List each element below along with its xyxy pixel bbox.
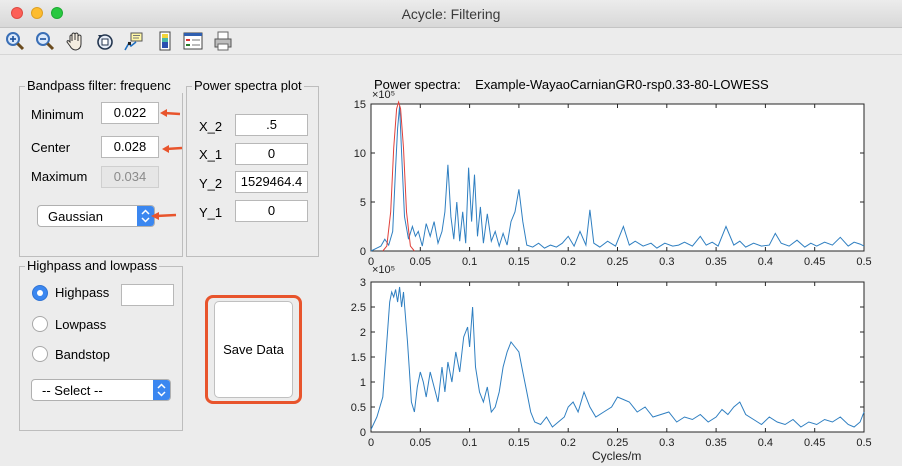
y-tick-label: 0 (360, 246, 366, 258)
x-tick-label: 0.2 (561, 437, 576, 449)
zoom-window-button[interactable] (51, 7, 63, 19)
y-tick-label: 2.5 (351, 302, 366, 314)
x1-label: X_1 (199, 147, 223, 162)
y1-label: Y_1 (199, 205, 223, 220)
x-tick-label: 0.3 (659, 437, 674, 449)
bandstop-label[interactable]: Bandstop (55, 347, 110, 362)
save-data-button[interactable]: Save Data (214, 301, 293, 398)
x-tick-label: 0.05 (410, 437, 431, 449)
y2-input[interactable]: 1529464.4 (235, 171, 308, 193)
zoom-out-icon[interactable] (34, 30, 56, 52)
window-title: Acycle: Filtering (401, 6, 501, 22)
x-tick-label: 0.15 (508, 256, 529, 268)
close-window-button[interactable] (11, 7, 23, 19)
x-tick-label: 0.4 (758, 256, 773, 268)
plot-area-0 (370, 103, 865, 252)
highpass-radio[interactable] (32, 285, 48, 301)
x-tick-label: 0.25 (607, 256, 628, 268)
highpass-cutoff-input[interactable] (121, 284, 174, 306)
bandpass-panel-title: Bandpass filter: frequenc (25, 78, 184, 93)
x-tick-label: 0.5 (856, 437, 871, 449)
filter-select-value: -- Select -- (42, 383, 103, 398)
y1-input[interactable]: 0 (235, 200, 308, 222)
rotate-icon[interactable] (94, 30, 116, 52)
x-tick-label: 0.1 (462, 256, 477, 268)
y-tick-label: 1.5 (351, 352, 366, 364)
x1-input[interactable]: 0 (235, 143, 308, 165)
spectrum-line-1 (370, 286, 865, 430)
top-exponent-label: ×10⁵ (372, 89, 396, 101)
y-tick-label: 1 (360, 377, 366, 389)
maximum-label: Maximum (31, 169, 88, 184)
y-tick-label: 0.5 (351, 402, 366, 414)
y-tick-label: 15 (354, 99, 366, 111)
bottom-xlabel: Cycles/m (592, 449, 642, 463)
y-tick-label: 0 (360, 427, 366, 439)
x-tick-label: 0.4 (758, 437, 773, 449)
y-tick-label: 10 (354, 148, 366, 160)
x-tick-label: 0.2 (561, 256, 576, 268)
x-tick-label: 0 (368, 437, 374, 449)
x-tick-label: 0.25 (607, 437, 628, 449)
center-label: Center (31, 140, 71, 155)
figure-toolbar (0, 28, 902, 55)
dropdown-chevron-icon (137, 206, 154, 226)
y-tick-label: 2 (360, 327, 366, 339)
data-cursor-icon[interactable] (122, 30, 144, 52)
bottom-exponent-label: ×10⁵ (372, 264, 396, 276)
spectra-title: Power spectra: Example-WayaoCarnianGR0-r… (374, 77, 769, 92)
highlow-panel-title: Highpass and lowpass (25, 258, 160, 273)
save-button-highlight (205, 295, 302, 404)
x2-label: X_2 (199, 119, 223, 134)
x-tick-label: 0.1 (462, 437, 477, 449)
colorbar-icon[interactable] (154, 30, 176, 52)
spectrum-line-0 (370, 105, 865, 252)
filter-select-dropdown[interactable]: -- Select -- (31, 379, 171, 401)
x-tick-label: 0.45 (804, 437, 825, 449)
filter-curve-0 (382, 100, 415, 252)
x-tick-label: 0.35 (705, 256, 726, 268)
x-tick-label: 0.5 (856, 256, 871, 268)
minimize-window-button[interactable] (31, 7, 43, 19)
center-input[interactable]: 0.028 (101, 136, 159, 158)
bandstop-radio[interactable] (32, 346, 48, 362)
highpass-label[interactable]: Highpass (55, 285, 110, 300)
lowpass-radio[interactable] (32, 316, 48, 332)
x-tick-label: 0.05 (410, 256, 431, 268)
print-icon[interactable] (212, 30, 234, 52)
x-tick-label: 0.35 (705, 437, 726, 449)
window-titlebar: Acycle: Filtering (0, 0, 902, 28)
x-tick-label: 0.3 (659, 256, 674, 268)
y-tick-label: 3 (360, 277, 366, 289)
plot-area-1 (370, 281, 865, 433)
minimum-label: Minimum (31, 107, 84, 122)
window-type-value: Gaussian (48, 209, 103, 224)
x-tick-label: 0.45 (804, 256, 825, 268)
lowpass-label[interactable]: Lowpass (55, 317, 107, 332)
x-tick-label: 0.15 (508, 437, 529, 449)
dropdown-chevron-icon (153, 380, 170, 400)
minimum-input[interactable]: 0.022 (101, 102, 159, 124)
window-type-dropdown[interactable]: Gaussian (37, 205, 155, 227)
x2-input[interactable]: .5 (235, 114, 308, 136)
pan-hand-icon[interactable] (64, 30, 86, 52)
power-plot-panel-title: Power spectra plot (192, 78, 304, 93)
y2-label: Y_2 (199, 176, 223, 191)
zoom-in-icon[interactable] (4, 30, 26, 52)
y-tick-label: 5 (360, 197, 366, 209)
legend-icon[interactable] (182, 30, 204, 52)
maximum-input: 0.034 (101, 166, 159, 188)
